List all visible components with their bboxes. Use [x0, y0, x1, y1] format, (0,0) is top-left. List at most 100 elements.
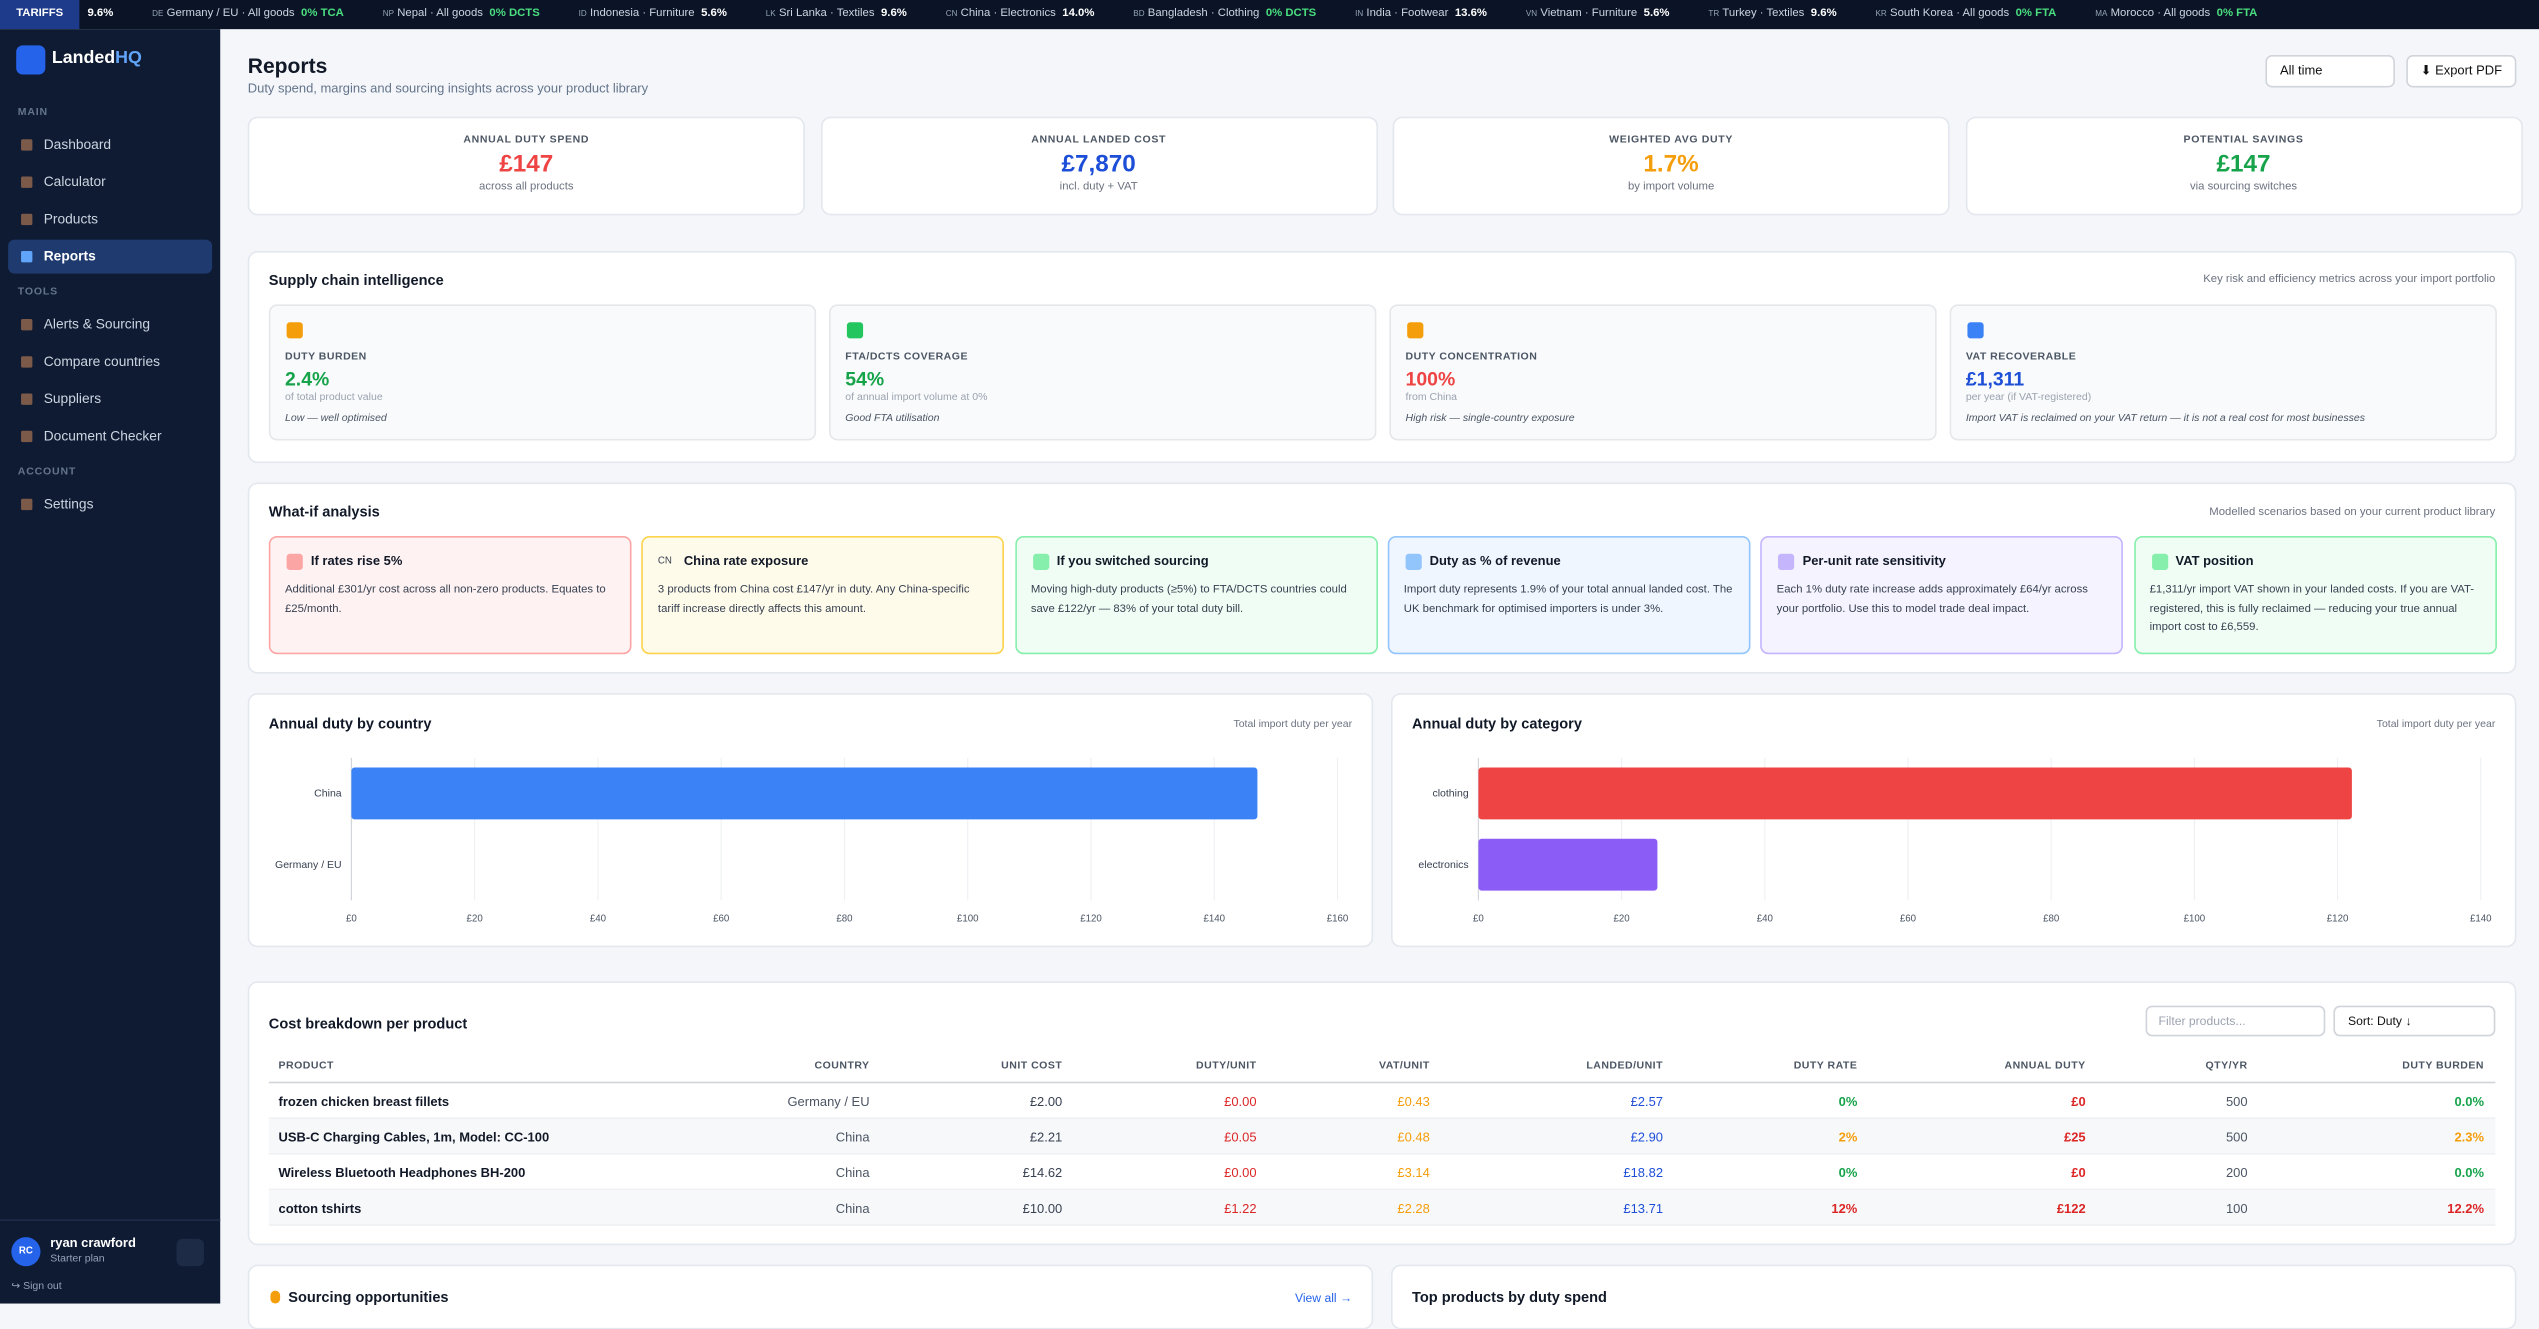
table-row [268, 1118, 2496, 1155]
table-cell: £25 [2064, 1130, 2086, 1145]
x-tick-label: £40 [590, 913, 607, 924]
whatif-text: Import duty represents 1.9% of your tota… [1403, 584, 1733, 615]
kpi-note: across all products [479, 181, 574, 193]
panel: Cost breakdown per product Filter product… [247, 981, 2517, 1246]
kpi-card: ANNUAL DUTY SPEND £147 across all products [247, 116, 805, 216]
table-cell: £2.21 [1029, 1130, 1063, 1145]
x-tick-label: £80 [2043, 913, 2060, 924]
sign-out[interactable]: ↪ Sign out [11, 1280, 62, 1293]
table-cell: £2.90 [1630, 1130, 1664, 1145]
table-cell: £2.28 [1397, 1201, 1430, 1217]
panel-title: Supply chain intelligence [268, 272, 444, 289]
nav-section: MAIN [17, 106, 48, 119]
table-cell: China [835, 1201, 870, 1217]
whatif-title: If you switched sourcing [1056, 553, 1209, 569]
kpi-value: 1.7% [1643, 150, 1699, 179]
ticker-rate: 0% DCTS [1265, 8, 1317, 20]
chart-panel: Annual duty by country Total import duty … [247, 693, 1374, 948]
table-cell: £0.05 [1224, 1130, 1257, 1145]
nav-item[interactable]: Document Checker [8, 419, 212, 453]
table-cell: £3.14 [1397, 1165, 1430, 1181]
y-tick-label: electronics [1418, 859, 1468, 871]
ticker-flag: MA [2095, 9, 2108, 20]
table-cell: USB-C Charging Cables, 1m, Model: CC-100 [278, 1130, 550, 1145]
logo-part: HQ [115, 48, 142, 69]
ticker-name: Sri Lanka · Textiles [778, 8, 875, 20]
nav-item[interactable]: Calculator [8, 165, 212, 199]
nav-icon [21, 213, 33, 226]
column-header: ANNUAL DUTY [2004, 1060, 2086, 1072]
nav-item[interactable]: Dashboard [8, 128, 212, 162]
intel-comment: High risk — single-country exposure [1405, 412, 1575, 425]
column-header: PRODUCT [278, 1060, 334, 1072]
x-tick-label: £60 [1900, 913, 1917, 924]
period-select[interactable]: All time [2265, 55, 2395, 88]
nav-item[interactable]: Settings [8, 487, 212, 521]
kpi-value: £7,870 [1061, 150, 1136, 179]
ticker-item: IN India · Footwear 13.6% [1355, 8, 1487, 19]
export-button[interactable]: ⬇ Export PDF [2406, 55, 2517, 88]
nav-item[interactable]: Alerts & Sourcing [8, 308, 212, 342]
intel-card: DUTY CONCENTRATION 100% from China High ris… [1389, 304, 1937, 441]
nav-item[interactable]: Suppliers [8, 382, 212, 416]
sort-select[interactable]: Sort: Duty ↓ [2333, 1005, 2496, 1037]
whatif-title: Duty as % of revenue [1429, 553, 1561, 569]
ticker-rate: 9.6% [881, 8, 907, 20]
table-cell: £0.00 [1224, 1165, 1257, 1181]
table-cell: £0 [2071, 1165, 2086, 1181]
ticker-item: 9.6% [87, 8, 113, 19]
ticker-item: LK Sri Lanka · Textiles 9.6% [766, 8, 907, 19]
view-all-link[interactable]: View all → [1294, 1290, 1353, 1306]
table-cell: 0% [1838, 1165, 1858, 1181]
kpi-value: £147 [2216, 150, 2271, 179]
chart-subtitle: Total import duty per year [2377, 718, 2496, 730]
table-cell: 0% [1838, 1094, 1858, 1110]
intel-icon [1967, 322, 1984, 339]
nav-label: Reports [43, 247, 96, 264]
avatar: RC [11, 1237, 41, 1267]
column-header: LANDED/UNIT [1586, 1060, 1664, 1072]
y-tick-label: China [314, 788, 342, 800]
ticker-flag: ID [578, 9, 587, 20]
table-cell: 0.0% [2454, 1094, 2485, 1110]
table-cell: £1.22 [1224, 1201, 1257, 1217]
intel-comment: Good FTA utilisation [845, 412, 940, 425]
main: Reports Duty spend, margins and sourcing … [220, 29, 2539, 1329]
nav-item[interactable]: Products [8, 202, 212, 236]
table-cell: 100 [2225, 1201, 2248, 1217]
table-cell: 500 [2225, 1130, 2248, 1145]
intel-card: FTA/DCTS COVERAGE 54% of annual import vol… [829, 304, 1377, 441]
chart-title: Annual duty by country [269, 717, 433, 733]
ticker: TARIFFS 9.6% DE Germany / EU · All goods 0% … [0, 0, 2539, 30]
user-plan: Starter plan [50, 1253, 105, 1265]
kpi-label: ANNUAL DUTY SPEND [463, 134, 590, 146]
ticker-rate: 0% TCA [301, 8, 344, 20]
filter-input[interactable]: Filter products... [2145, 1005, 2326, 1037]
column-header: UNIT COST [1001, 1060, 1063, 1072]
nav-label: Compare countries [43, 353, 161, 370]
x-tick-label: £0 [346, 913, 357, 924]
ticker-item: DE Germany / EU · All goods 0% TCA [152, 8, 344, 19]
intel-icon [286, 322, 303, 339]
nav-icon [21, 176, 33, 188]
ticker-name: Turkey · Textiles [1722, 8, 1805, 20]
kpi-label: ANNUAL LANDED COST [1031, 134, 1167, 146]
bell-button[interactable] [176, 1238, 205, 1267]
table-cell: £0.43 [1397, 1094, 1430, 1110]
table-cell: cotton tshirts [278, 1201, 362, 1217]
nav-item[interactable]: Compare countries [8, 345, 212, 379]
intel-sub: from China [1405, 391, 1458, 404]
nav-icon [21, 498, 33, 511]
ticker-flag: DE [152, 9, 164, 20]
table-cell: £122 [2056, 1201, 2086, 1217]
bar [1478, 767, 2352, 820]
x-tick-label: £100 [2184, 913, 2206, 924]
intel-comment: Import VAT is reclaimed on your VAT retu… [1965, 412, 2365, 425]
whatif-card: Duty as % of revenue Import duty represen… [1387, 535, 1751, 655]
nav-item[interactable]: Reports [8, 239, 213, 274]
y-tick-label: Germany / EU [275, 859, 342, 871]
whatif-icon [1032, 553, 1049, 570]
nav-icon [21, 139, 33, 151]
ticker-name: India · Footwear [1366, 8, 1449, 20]
